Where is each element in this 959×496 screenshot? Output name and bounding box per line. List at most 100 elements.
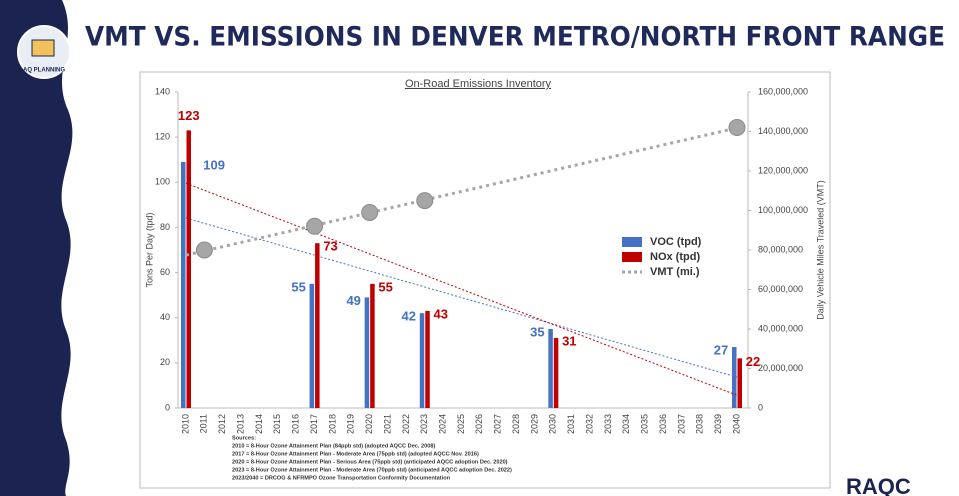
x-tick-label: 2020 <box>364 414 374 434</box>
bar <box>548 329 553 408</box>
x-tick-label: 2022 <box>401 414 411 434</box>
x-tick-label: 2037 <box>676 414 686 434</box>
y-tick-label: 100 <box>155 177 170 187</box>
corner-logo: RAQC <box>846 474 911 496</box>
x-tick-label: 2024 <box>438 414 448 434</box>
x-tick-label: 2012 <box>217 414 227 434</box>
x-tick-label: 2027 <box>493 414 503 434</box>
data-label: 123 <box>178 108 200 123</box>
trendline <box>185 182 738 396</box>
x-tick-label: 2036 <box>658 414 668 434</box>
logo-text: AQ PLANNING <box>23 68 65 74</box>
data-label: 31 <box>562 333 576 348</box>
data-label: 49 <box>346 293 360 308</box>
bar <box>315 243 320 408</box>
y2-tick-label: 0 <box>758 402 763 412</box>
x-tick-label: 2018 <box>327 414 337 434</box>
slide-title: VMT VS. EMISSIONS IN DENVER METRO/NORTH … <box>85 22 945 53</box>
legend-label: VMT (mi.) <box>650 266 700 278</box>
bar <box>181 161 186 408</box>
bar <box>737 358 742 408</box>
y2-tick-label: 140,000,000 <box>758 126 808 136</box>
source-line: 2023 = 8-Hour Ozone Attainment Plan - Mo… <box>232 467 512 473</box>
source-line: 2017 = 8-Hour Ozone Attainment Plan - Mo… <box>232 451 479 457</box>
x-tick-label: 2010 <box>180 414 190 434</box>
x-tick-label: 2025 <box>456 414 466 434</box>
vmt-marker <box>361 203 379 221</box>
side-band <box>0 0 73 496</box>
x-tick-label: 2038 <box>695 414 705 434</box>
bar <box>364 297 370 408</box>
y-tick-label: 80 <box>160 222 170 232</box>
bar <box>732 347 737 408</box>
x-tick-label: 2016 <box>291 414 301 434</box>
y-tick-label: 40 <box>160 312 170 322</box>
y-tick-label: 120 <box>155 132 170 142</box>
data-label: 27 <box>714 342 728 357</box>
chart-frame <box>139 71 831 489</box>
x-tick-label: 2014 <box>254 414 264 434</box>
x-tick-label: 2023 <box>419 414 429 434</box>
x-tick-label: 2033 <box>603 414 613 434</box>
x-tick-label: 2039 <box>713 414 723 434</box>
data-label: 22 <box>746 354 760 369</box>
legend-key <box>622 252 642 262</box>
bar <box>553 338 559 408</box>
data-label: 43 <box>434 306 448 321</box>
bar <box>419 313 425 408</box>
data-label: 55 <box>291 279 305 294</box>
legend-label: VOC (tpd) <box>650 236 702 248</box>
bar <box>425 310 430 408</box>
source-line: 2023/2040 = DRCOG & NFRMPO Ozone Transpo… <box>232 475 451 481</box>
x-tick-label: 2011 <box>199 414 209 433</box>
legend-key <box>622 237 642 247</box>
source-line: 2010 = 8-Hour Ozone Attainment Plan (84p… <box>232 443 435 449</box>
x-tick-label: 2017 <box>309 414 319 434</box>
bar <box>309 283 315 408</box>
x-tick-label: 2030 <box>548 414 558 434</box>
x-tick-label: 2013 <box>235 414 245 434</box>
y2-tick-label: 160,000,000 <box>758 86 808 96</box>
y2-axis-label: Daily Vehicle Miles Traveled (VMT) <box>815 180 825 320</box>
y-tick-label: 0 <box>165 402 170 412</box>
y-tick-label: 60 <box>160 267 170 277</box>
y2-tick-label: 80,000,000 <box>758 244 803 254</box>
data-label: 42 <box>402 309 416 324</box>
x-tick-label: 2034 <box>621 414 631 434</box>
x-tick-label: 2028 <box>511 414 521 434</box>
bar <box>186 130 191 408</box>
y2-tick-label: 60,000,000 <box>758 284 803 294</box>
y2-tick-label: 120,000,000 <box>758 165 808 175</box>
trendline <box>185 126 738 257</box>
chart-title: On-Road Emissions Inventory <box>405 78 552 90</box>
y2-tick-label: 100,000,000 <box>758 205 808 215</box>
data-label: 55 <box>378 279 392 294</box>
bar <box>370 283 375 408</box>
y-tick-label: 140 <box>155 86 170 96</box>
logo-icon <box>31 39 55 57</box>
vmt-marker <box>728 119 746 137</box>
x-tick-label: 2029 <box>529 414 539 434</box>
vmt-marker <box>306 217 324 235</box>
vmt-marker <box>416 192 434 210</box>
data-label: 73 <box>323 239 337 254</box>
y-axis-label: Tons Per Day (tpd) <box>144 212 154 287</box>
x-tick-label: 2021 <box>382 414 392 434</box>
x-tick-label: 2031 <box>566 414 576 434</box>
source-line: Sources: <box>232 435 256 441</box>
x-tick-label: 2019 <box>346 414 356 434</box>
source-line: 2020 = 8-Hour Ozone Attainment Plan - Se… <box>232 459 508 465</box>
x-tick-label: 2035 <box>640 414 650 434</box>
y2-tick-label: 40,000,000 <box>758 323 803 333</box>
x-tick-label: 2032 <box>584 414 594 434</box>
x-tick-label: 2026 <box>474 414 484 434</box>
x-tick-label: 2040 <box>731 414 741 434</box>
x-tick-label: 2015 <box>272 414 282 434</box>
y2-tick-label: 20,000,000 <box>758 363 803 373</box>
legend-label: NOx (tpd) <box>650 251 700 263</box>
data-label: 35 <box>530 324 544 339</box>
data-label: 109 <box>203 157 225 172</box>
y-tick-label: 20 <box>160 357 170 367</box>
vmt-marker <box>195 241 213 259</box>
